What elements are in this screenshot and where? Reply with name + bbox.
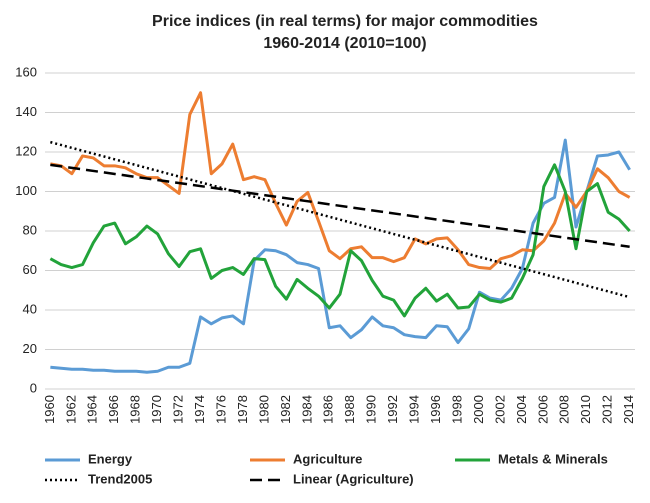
x-tick-label: 2000 bbox=[471, 395, 486, 424]
y-tick-label: 0 bbox=[30, 380, 37, 395]
x-tick-label: 1978 bbox=[235, 395, 250, 424]
x-tick-label: 2012 bbox=[600, 395, 615, 424]
x-tick-label: 1986 bbox=[321, 395, 336, 424]
legend-label: Trend2005 bbox=[88, 471, 152, 486]
x-tick-label: 1964 bbox=[85, 395, 100, 424]
x-tick-label: 1976 bbox=[213, 395, 228, 424]
chart-title: Price indices (in real terms) for major … bbox=[152, 13, 538, 30]
legend-label: Metals & Minerals bbox=[498, 451, 608, 466]
y-tick-label: 100 bbox=[15, 183, 37, 198]
series-line bbox=[50, 140, 630, 299]
x-tick-label: 1970 bbox=[149, 395, 164, 424]
x-tick-label: 1968 bbox=[128, 395, 143, 424]
x-tick-label: 2014 bbox=[621, 395, 636, 424]
x-tick-label: 2008 bbox=[557, 395, 572, 424]
series-line bbox=[50, 138, 631, 374]
series-line bbox=[49, 163, 631, 318]
x-tick-label: 1960 bbox=[42, 395, 57, 424]
series-line bbox=[50, 91, 631, 271]
legend-label: Agriculture bbox=[293, 451, 362, 466]
legend-label: Energy bbox=[88, 451, 133, 466]
x-tick-label: 2010 bbox=[578, 395, 593, 424]
series-line bbox=[50, 163, 630, 249]
y-tick-label: 40 bbox=[23, 301, 37, 316]
legend-label: Linear (Agriculture) bbox=[293, 471, 414, 486]
x-tick-label: 1994 bbox=[407, 395, 422, 424]
y-tick-label: 140 bbox=[15, 104, 37, 119]
x-tick-label: 1998 bbox=[449, 395, 464, 424]
x-tick-label: 2006 bbox=[535, 395, 550, 424]
y-tick-label: 120 bbox=[15, 143, 37, 158]
y-tick-label: 160 bbox=[15, 64, 37, 79]
x-tick-label: 1996 bbox=[428, 395, 443, 424]
x-tick-label: 1974 bbox=[192, 395, 207, 424]
x-tick-label: 1992 bbox=[385, 395, 400, 424]
y-tick-label: 20 bbox=[23, 341, 37, 356]
x-tick-label: 1962 bbox=[63, 395, 78, 424]
x-tick-label: 1982 bbox=[278, 395, 293, 424]
x-tick-label: 1972 bbox=[171, 395, 186, 424]
chart-subtitle: 1960-2014 (2010=100) bbox=[263, 35, 426, 52]
x-tick-label: 1990 bbox=[364, 395, 379, 424]
x-tick-label: 2004 bbox=[514, 395, 529, 424]
x-tick-label: 1980 bbox=[256, 395, 271, 424]
y-tick-label: 80 bbox=[23, 222, 37, 237]
x-tick-label: 1988 bbox=[342, 395, 357, 424]
y-tick-label: 60 bbox=[23, 262, 37, 277]
x-tick-label: 2002 bbox=[492, 395, 507, 424]
x-tick-label: 1966 bbox=[106, 395, 121, 424]
x-tick-label: 1984 bbox=[299, 395, 314, 424]
